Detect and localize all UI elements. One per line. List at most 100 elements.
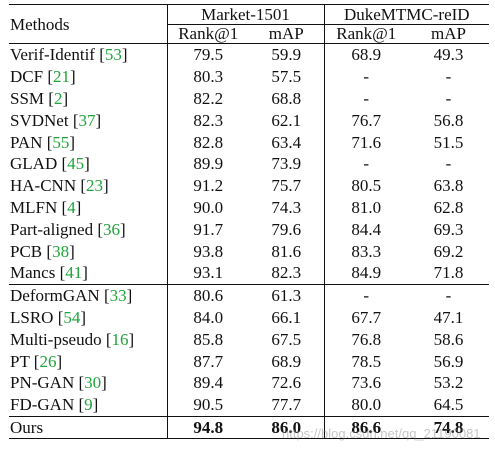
duke-rank1-value: 67.7 [323, 306, 409, 329]
citation-link[interactable]: 4 [67, 197, 76, 217]
duke-rank1-value: 76.7 [323, 109, 409, 132]
market-map-value: 59.9 [249, 42, 325, 66]
market-map-value: 63.4 [271, 132, 302, 152]
method-name: DCF [10, 67, 44, 87]
method-name-cell: DCF [21] [10, 67, 76, 87]
citation-link[interactable]: 30 [84, 373, 102, 393]
table-row: PCB [38] 93.8 81.6 83.3 69.2 [9, 240, 489, 262]
market-map-value: 74.3 [271, 197, 302, 217]
method-name: FD-GAN [10, 395, 75, 415]
citation-link[interactable]: 26 [39, 351, 57, 371]
duke-rank1-value: - [323, 65, 409, 88]
table-row: MLFN [4] 90.0 74.3 81.0 62.8 [9, 196, 489, 219]
table-row: LSRO [54] 84.0 66.1 67.7 47.1 [9, 306, 489, 329]
market-map-value: 86.0 [249, 415, 325, 440]
method-name-cell: Verif-Identif [53] [9, 42, 167, 66]
citation-link[interactable]: 9 [84, 395, 93, 415]
method-name: GLAD [10, 154, 58, 174]
market-map-value: 57.5 [271, 67, 302, 87]
duke-map-value: 49.3 [408, 42, 490, 66]
method-name: MLFN [10, 197, 58, 217]
method-name: Verif-Identif [10, 45, 95, 65]
table-row: Multi-pseudo [16] 85.8 67.5 76.8 58.6 [9, 328, 489, 351]
duke-map-value: 71.8 [433, 263, 464, 283]
method-name: SVDNet [10, 110, 69, 130]
duke-rank1-value: 80.5 [323, 174, 409, 197]
duke-rank1-value: 78.5 [323, 350, 409, 372]
duke-map-value: 47.1 [433, 307, 464, 327]
duke-rank1-value: 81.0 [323, 196, 409, 219]
duke-rank1-value: 84.9 [323, 261, 409, 285]
method-name: LSRO [10, 307, 54, 327]
market-map-header: mAP [268, 24, 304, 44]
duke-rank1-value: 83.3 [323, 240, 409, 262]
method-name-cell: PT [26] [10, 351, 63, 371]
citation-link[interactable]: 41 [65, 263, 83, 283]
market-map-value: 61.3 [249, 283, 325, 307]
citation-link[interactable]: 16 [111, 329, 129, 349]
method-name-cell: Mancs [41] [10, 263, 88, 283]
citation-link[interactable]: 33 [109, 286, 127, 306]
citation-link[interactable]: 53 [104, 45, 122, 65]
method-name: DeformGAN [10, 286, 100, 306]
market-rank1-value: 89.4 [166, 371, 249, 394]
market-rank1-value: 89.9 [166, 152, 249, 175]
table-row: FD-GAN [9] 90.5 77.7 80.0 64.5 [9, 393, 489, 417]
method-name: PAN [10, 132, 43, 152]
duke-map-value: - [445, 154, 452, 174]
market-rank1-value: 80.6 [166, 283, 249, 307]
duke-rank1-header: Rank@1 [323, 24, 409, 44]
duke-rank1-value: 76.8 [323, 328, 409, 351]
duke-rank1-value: 84.4 [323, 218, 409, 241]
duke-map-value: - [445, 67, 452, 87]
market-rank1-value: 84.0 [166, 306, 249, 329]
duke-map-header: mAP [431, 24, 466, 44]
citation-link[interactable]: 23 [86, 176, 104, 196]
table-row: PN-GAN [30] 89.4 72.6 73.6 53.2 [9, 371, 489, 394]
table-row: Verif-Identif [53] 79.5 59.9 68.9 49.3 [9, 42, 490, 66]
market-map-value: 77.7 [271, 395, 302, 415]
citation-link[interactable]: 45 [67, 154, 85, 174]
market-1501-group-header: Market-1501 [166, 4, 325, 25]
market-map-value: 82.3 [271, 263, 302, 283]
method-name: Part-aligned [10, 219, 94, 239]
citation-link[interactable]: 54 [63, 307, 81, 327]
duke-rank1-value: 80.0 [323, 393, 409, 417]
market-map-value: 79.6 [271, 219, 302, 239]
method-name: SSM [10, 88, 45, 108]
table-row: DeformGAN [33] 80.6 61.3- - [9, 283, 490, 307]
table-row: Mancs [41] 93.1 82.3 84.9 71.8 [9, 261, 489, 285]
duke-rank1-value: - [323, 87, 409, 110]
methods-column-header: Methods [9, 4, 167, 44]
method-name-cell: DeformGAN [33] [9, 283, 167, 307]
table-row: SVDNet [37] 82.3 62.1 76.7 56.8 [9, 109, 489, 132]
market-rank1-header: Rank@1 [166, 24, 249, 44]
method-name-cell: FD-GAN [9] [10, 395, 99, 415]
duke-map-value: - [408, 283, 490, 307]
market-rank1-value: 90.0 [166, 196, 249, 219]
dukemtmc-reid-group-header: DukeMTMC-reID [323, 4, 490, 25]
duke-map-value: 53.2 [433, 373, 464, 393]
method-name: PN-GAN [10, 373, 75, 393]
citation-link[interactable]: 37 [78, 110, 96, 130]
table-body: Verif-Identif [53] 79.5 59.9 68.9 49.3 DCF [2… [9, 42, 490, 440]
citation-link[interactable]: 21 [53, 67, 70, 87]
table-header: Methods Market-1501 DukeMTMC-reID Rank@1… [9, 4, 490, 44]
market-map-value: 72.6 [271, 373, 302, 393]
method-name-cell: PCB [38] [10, 241, 75, 261]
market-rank1-value: 91.2 [166, 174, 249, 197]
citation-link[interactable]: 55 [52, 132, 70, 152]
method-name: Mancs [10, 263, 56, 283]
method-name: PCB [10, 241, 43, 261]
method-name: Ours [10, 417, 44, 437]
citation-link[interactable]: 2 [53, 88, 63, 108]
method-name: Multi-pseudo [10, 329, 102, 349]
method-name-cell: PN-GAN [30] [10, 373, 107, 393]
citation-link[interactable]: 36 [103, 219, 121, 239]
citation-link[interactable]: 38 [52, 241, 70, 261]
duke-rank1-value: 68.9 [323, 42, 409, 66]
method-name-cell: PAN [55] [10, 132, 76, 152]
market-map-value: 68.8 [271, 88, 302, 108]
duke-map-value: 69.3 [433, 219, 464, 239]
table-row: Part-aligned [36] 91.7 79.6 84.4 69.3 [9, 218, 489, 241]
